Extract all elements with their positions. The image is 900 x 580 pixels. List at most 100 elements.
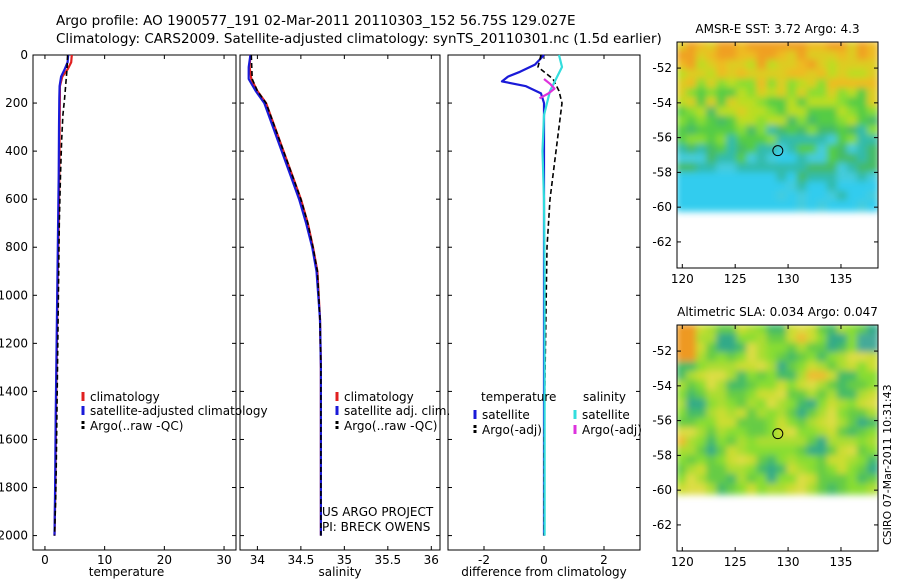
heatmap-cell — [716, 417, 729, 430]
heatmap-cell — [826, 125, 839, 137]
heatmap-cell — [776, 106, 789, 118]
heatmap-cell — [776, 87, 789, 100]
y-tick-label: -58 — [652, 165, 672, 179]
heatmap-cell — [756, 417, 769, 430]
heatmap-cell — [816, 389, 829, 401]
heatmap-cell — [856, 162, 869, 175]
heatmap-cell — [716, 59, 729, 72]
heatmap-cell — [776, 42, 789, 53]
heatmap-cell — [796, 417, 809, 430]
heatmap-cell — [786, 408, 799, 420]
x-axis-label: difference from climatology — [461, 565, 627, 579]
heatmap-cell — [736, 190, 749, 203]
heatmap-cell — [726, 125, 739, 137]
heatmap-cell — [796, 97, 809, 109]
heatmap-cell — [766, 42, 779, 53]
heatmap-cell — [677, 106, 689, 118]
heatmap-cell — [726, 473, 739, 486]
heatmap-cell — [856, 427, 869, 439]
heatmap-cell — [846, 153, 859, 165]
heatmap-cell — [696, 144, 709, 156]
heatmap-cell — [677, 153, 689, 165]
heatmap-cell — [706, 380, 719, 392]
heatmap-cell — [686, 464, 699, 476]
x-tick-label: 10 — [97, 553, 112, 567]
heatmap-cell — [806, 342, 819, 355]
heatmap-cell — [706, 200, 719, 212]
heatmap-cell — [736, 181, 749, 193]
heatmap-cell — [856, 87, 869, 100]
heatmap-cell — [706, 333, 719, 345]
heatmap-cell — [867, 87, 878, 100]
y-tick-label: 1600 — [0, 432, 28, 446]
heatmap-cell — [746, 42, 759, 53]
heatmap-cell — [756, 144, 769, 156]
heatmap-cell — [826, 361, 839, 373]
heatmap-cell — [786, 483, 799, 495]
heatmap-cell — [726, 134, 739, 147]
heatmap-cell — [846, 200, 859, 212]
heatmap-cell — [716, 42, 729, 53]
heatmap-cell — [686, 87, 699, 100]
heatmap-field — [677, 42, 878, 212]
heatmap-cell — [796, 436, 809, 448]
heatmap-cell — [867, 144, 878, 156]
heatmap-cell — [786, 59, 799, 72]
heatmap-cell — [677, 97, 689, 109]
heatmap-cell — [846, 87, 859, 100]
heatmap-cell — [867, 162, 878, 175]
heatmap-cell — [706, 417, 719, 430]
heatmap-cell — [696, 172, 709, 184]
heatmap-cell — [806, 115, 819, 128]
heatmap-cell — [766, 59, 779, 72]
heatmap-cell — [826, 342, 839, 355]
y-tick-label: 600 — [5, 192, 28, 206]
heatmap-cell — [696, 42, 709, 53]
heatmap-cell — [696, 134, 709, 147]
heatmap-cell — [846, 455, 859, 467]
heatmap-cell — [726, 464, 739, 476]
heatmap-cell — [677, 115, 689, 128]
heatmap-cell — [856, 50, 869, 62]
heatmap-cell — [816, 200, 829, 212]
heatmap-cell — [736, 172, 749, 184]
heatmap-cell — [776, 97, 789, 109]
heatmap-cell — [766, 162, 779, 175]
heatmap-cell — [716, 361, 729, 373]
heatmap-cell — [686, 483, 699, 495]
heatmap-cell — [856, 200, 869, 212]
x-tick-label: 125 — [724, 555, 747, 569]
series-line-3 — [53, 54, 69, 536]
heatmap-cell — [736, 97, 749, 109]
heatmap-cell — [686, 69, 699, 81]
heatmap-cell — [766, 445, 779, 458]
heatmap-cell — [686, 333, 699, 345]
heatmap-cell — [746, 389, 759, 401]
heatmap-cell — [846, 42, 859, 53]
heatmap-cell — [726, 69, 739, 81]
heatmap-cell — [736, 417, 749, 430]
heatmap-cell — [846, 361, 859, 373]
heatmap-cell — [706, 389, 719, 401]
heatmap-cell — [836, 333, 849, 345]
heatmap-cell — [716, 106, 729, 118]
heatmap-cell — [696, 380, 709, 392]
heatmap-cell — [686, 445, 699, 458]
heatmap-cell — [746, 445, 759, 458]
heatmap-cell — [706, 162, 719, 175]
heatmap-cell — [756, 181, 769, 193]
y-tick-label: -62 — [652, 235, 672, 249]
heatmap-cell — [746, 361, 759, 373]
heatmap-cell — [716, 473, 729, 486]
heatmap-cell — [776, 190, 789, 203]
heatmap-cell — [846, 50, 859, 62]
y-tick-label: -54 — [652, 96, 672, 110]
heatmap-cell — [686, 50, 699, 62]
heatmap-cell — [726, 87, 739, 100]
heatmap-cell — [736, 59, 749, 72]
heatmap-cell — [716, 398, 729, 411]
heatmap-cell — [726, 59, 739, 72]
heatmap-cell — [867, 50, 878, 62]
heatmap-cell — [816, 417, 829, 430]
heatmap-cell — [696, 69, 709, 81]
